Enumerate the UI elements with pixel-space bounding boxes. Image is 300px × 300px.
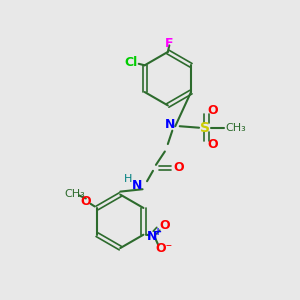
Text: CH₃: CH₃ [225,123,246,133]
Text: +: + [154,227,162,237]
Text: Cl: Cl [125,56,138,69]
Text: O: O [208,104,218,117]
Text: S: S [200,121,210,135]
Text: O: O [174,161,184,174]
Text: O: O [159,219,169,232]
Text: N: N [132,179,143,192]
Text: O: O [80,195,91,208]
Text: CH₃: CH₃ [64,189,85,199]
Text: N: N [147,230,157,243]
Text: F: F [165,37,174,50]
Text: H: H [124,174,132,184]
Text: O⁻: O⁻ [156,242,173,255]
Text: N: N [165,118,175,131]
Text: O: O [208,138,218,152]
